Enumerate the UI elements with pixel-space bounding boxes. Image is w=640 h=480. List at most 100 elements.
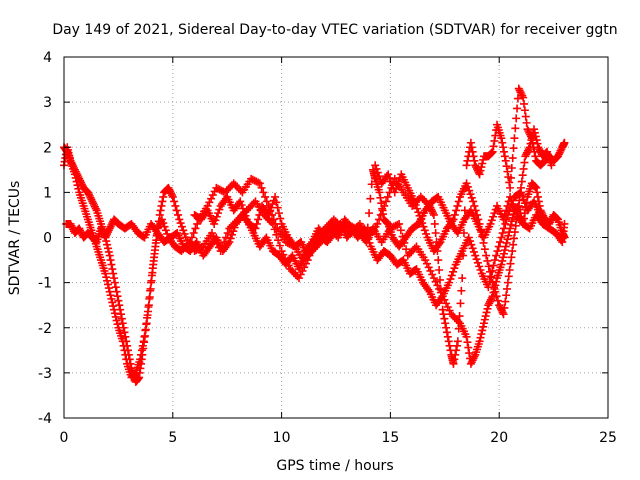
data-point bbox=[503, 284, 512, 293]
data-point bbox=[553, 152, 562, 161]
data-point bbox=[276, 214, 285, 223]
data-point bbox=[523, 148, 532, 157]
data-point bbox=[526, 139, 535, 148]
data-point bbox=[445, 278, 454, 287]
data-point bbox=[497, 134, 506, 143]
data-point bbox=[531, 152, 540, 161]
data-point bbox=[237, 201, 246, 210]
data-point bbox=[295, 274, 304, 283]
data-point bbox=[523, 146, 532, 155]
data-point bbox=[84, 190, 93, 199]
series-track-c bbox=[62, 165, 569, 260]
data-point bbox=[393, 181, 402, 190]
data-point bbox=[501, 242, 510, 251]
data-point bbox=[111, 283, 120, 292]
data-point bbox=[108, 265, 117, 274]
data-point bbox=[457, 286, 466, 295]
data-point bbox=[500, 152, 509, 161]
data-point bbox=[501, 297, 510, 306]
data-point bbox=[499, 253, 508, 262]
data-point bbox=[383, 192, 392, 201]
data-point bbox=[499, 143, 508, 152]
data-point bbox=[546, 218, 555, 227]
data-point bbox=[146, 284, 155, 293]
data-point bbox=[247, 174, 256, 183]
data-point bbox=[530, 128, 539, 137]
data-point bbox=[366, 194, 375, 203]
data-point bbox=[474, 168, 483, 177]
data-point bbox=[293, 272, 302, 281]
data-point bbox=[530, 182, 539, 191]
data-point bbox=[437, 293, 446, 302]
data-point bbox=[120, 346, 129, 355]
data-point bbox=[471, 161, 480, 170]
data-point bbox=[207, 228, 216, 237]
data-point bbox=[467, 193, 476, 202]
data-point bbox=[296, 270, 305, 279]
data-point bbox=[110, 278, 119, 287]
data-point bbox=[513, 209, 522, 218]
data-point bbox=[452, 341, 461, 350]
data-point bbox=[102, 231, 111, 240]
data-point bbox=[189, 228, 198, 237]
data-point bbox=[507, 217, 516, 226]
data-point bbox=[483, 304, 492, 313]
data-point bbox=[488, 278, 497, 287]
data-point bbox=[83, 188, 92, 197]
data-point bbox=[265, 216, 274, 225]
data-point bbox=[115, 301, 124, 310]
data-point bbox=[502, 162, 511, 171]
data-point bbox=[441, 319, 450, 328]
y-tick-label: 4 bbox=[43, 50, 52, 66]
y-tick-label: 0 bbox=[43, 231, 52, 247]
data-point bbox=[110, 274, 119, 283]
data-point bbox=[522, 150, 531, 159]
data-point bbox=[212, 183, 221, 192]
data-point bbox=[66, 219, 75, 228]
data-point bbox=[261, 192, 270, 201]
data-point bbox=[479, 238, 488, 247]
data-point bbox=[503, 167, 512, 176]
data-point bbox=[452, 315, 461, 324]
data-point bbox=[504, 272, 513, 281]
data-point bbox=[451, 350, 460, 359]
data-point bbox=[411, 201, 420, 210]
data-point bbox=[469, 197, 478, 206]
data-point bbox=[517, 177, 526, 186]
data-point bbox=[289, 268, 298, 277]
data-point bbox=[121, 350, 130, 359]
data-point bbox=[296, 261, 305, 270]
data-point bbox=[481, 312, 490, 321]
data-point bbox=[274, 209, 283, 218]
data-point bbox=[546, 216, 555, 225]
data-point bbox=[159, 192, 168, 201]
data-point bbox=[275, 241, 284, 250]
data-point bbox=[490, 136, 499, 145]
data-point bbox=[486, 295, 495, 304]
data-point bbox=[462, 332, 471, 341]
data-point bbox=[533, 139, 542, 148]
data-point bbox=[215, 205, 224, 214]
data-point bbox=[106, 291, 115, 300]
data-point bbox=[530, 147, 539, 156]
data-point bbox=[362, 231, 371, 240]
data-point bbox=[298, 254, 307, 263]
data-point bbox=[91, 204, 100, 213]
data-point bbox=[144, 301, 153, 310]
data-point bbox=[86, 193, 95, 202]
data-point bbox=[361, 228, 370, 237]
data-point bbox=[394, 177, 403, 186]
data-point bbox=[505, 178, 514, 187]
data-point bbox=[520, 99, 529, 108]
data-point bbox=[520, 158, 529, 167]
data-point bbox=[531, 132, 540, 141]
data-point bbox=[482, 308, 491, 317]
x-tick-label: 5 bbox=[168, 430, 177, 446]
data-point bbox=[482, 251, 491, 260]
data-point bbox=[495, 301, 504, 310]
data-point bbox=[450, 210, 459, 219]
data-point bbox=[429, 209, 438, 218]
data-point bbox=[492, 251, 501, 260]
data-point bbox=[96, 224, 105, 233]
data-point bbox=[118, 337, 127, 346]
